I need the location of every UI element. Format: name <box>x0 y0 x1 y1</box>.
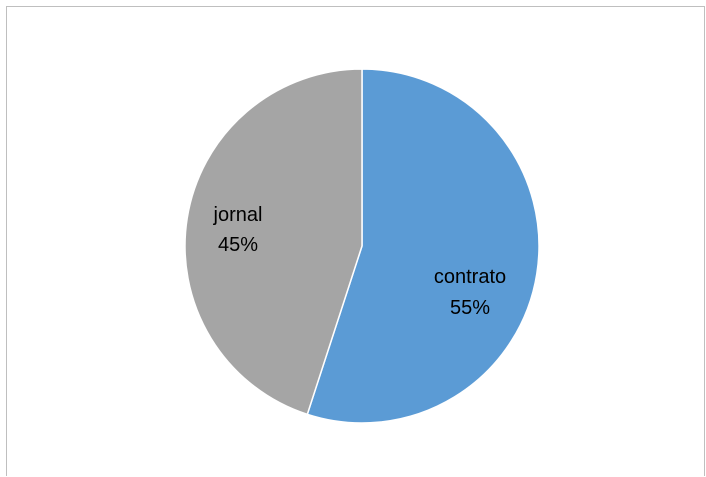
slice-label-jornal: jornal <box>213 204 263 226</box>
slice-percent-jornal: 45% <box>218 234 258 256</box>
slice-percent-contrato: 55% <box>450 297 490 319</box>
pie-slices <box>184 68 540 424</box>
pie-slice-contrato <box>306 68 540 424</box>
pie-slice-jornal <box>184 68 363 416</box>
slice-label-contrato: contrato <box>434 266 506 288</box>
